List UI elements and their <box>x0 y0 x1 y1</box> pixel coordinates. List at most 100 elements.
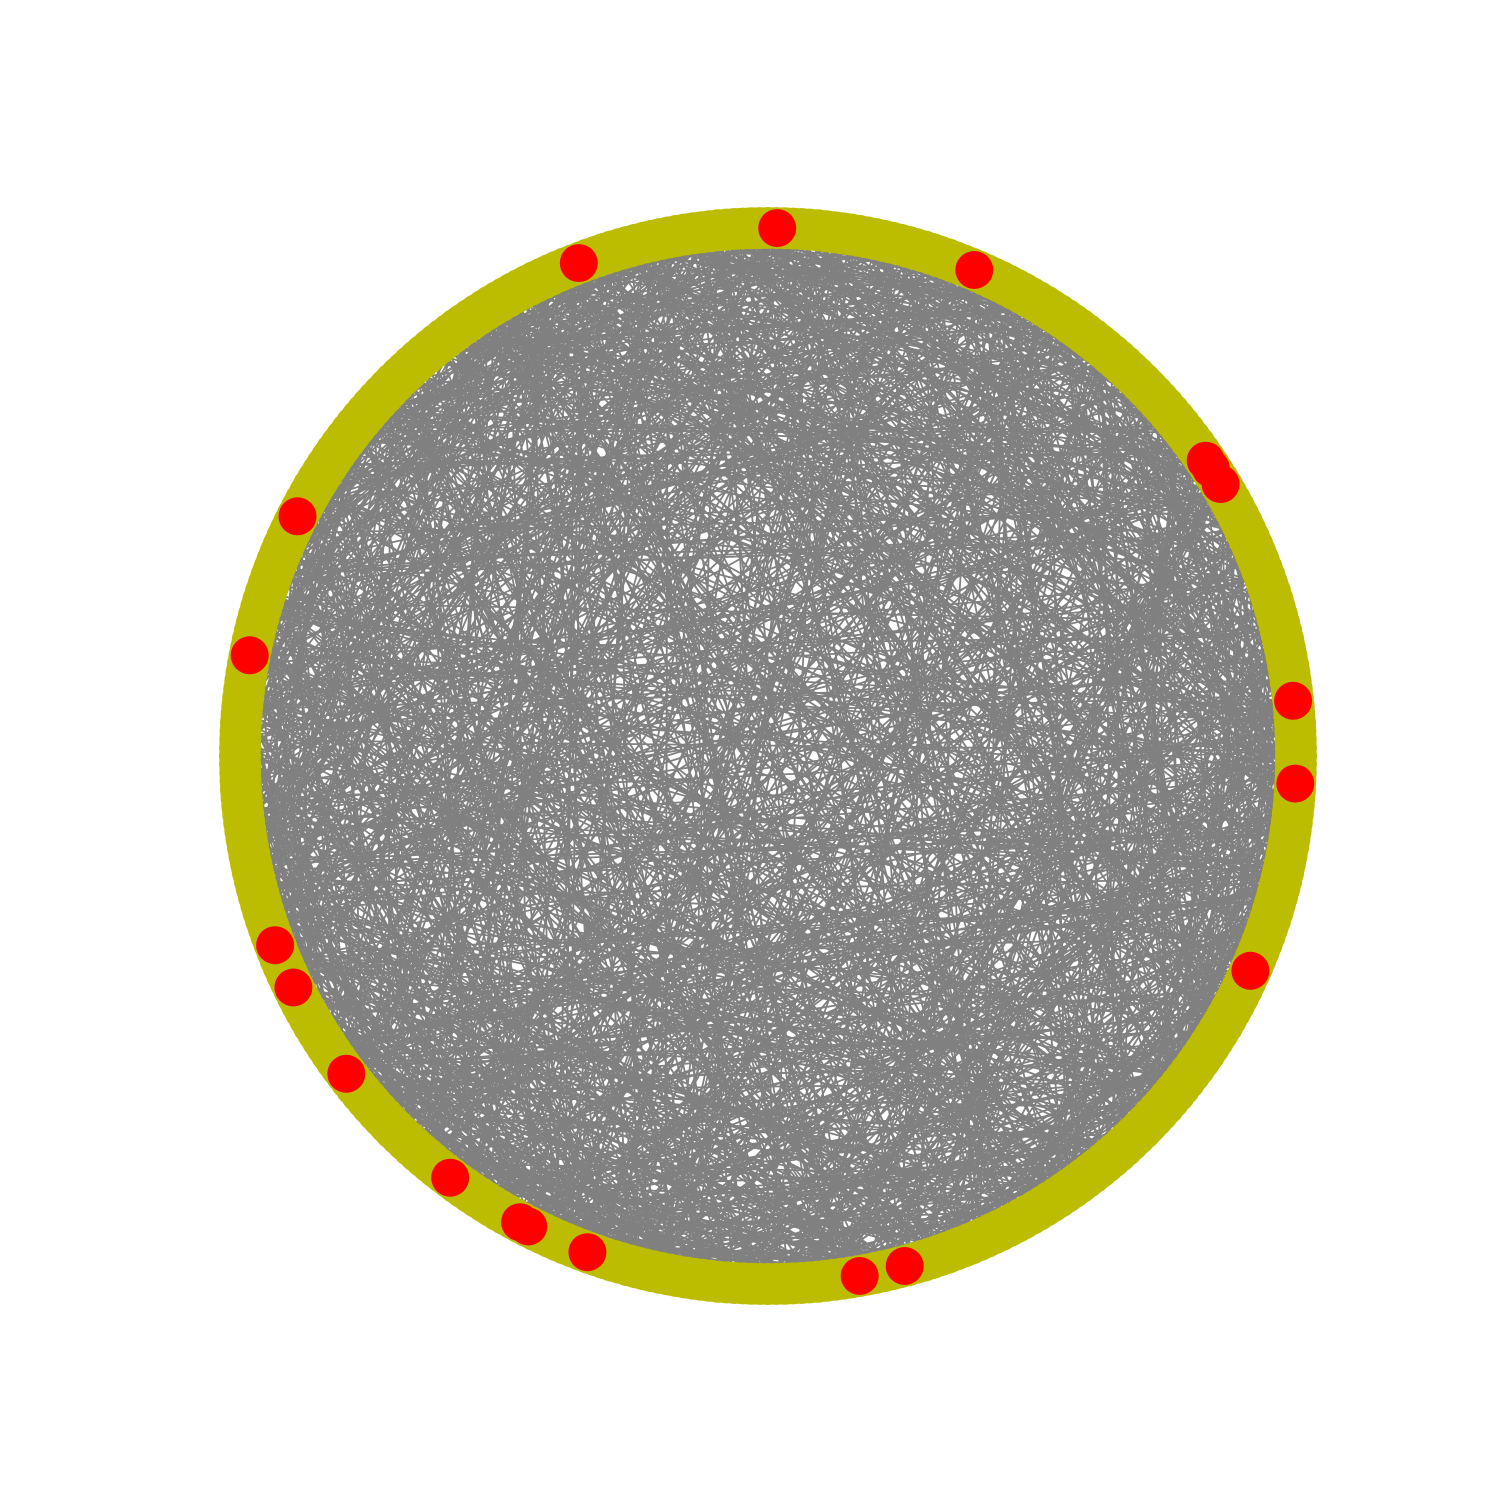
graph-edge <box>243 526 1244 699</box>
graph-edge <box>245 573 1265 836</box>
graph-edge <box>926 251 1260 563</box>
graph-edge <box>453 243 898 1182</box>
graph-edge <box>290 603 1275 984</box>
graph-edge <box>607 252 966 1247</box>
graph-edge <box>453 331 690 1279</box>
graph-edge <box>289 511 1237 535</box>
graph-edge <box>642 242 1046 1206</box>
graph-edge <box>769 1002 1236 1285</box>
graph-edge <box>248 227 758 853</box>
graph-edge <box>244 262 580 829</box>
graph-edge <box>769 231 827 1285</box>
graph-edge <box>636 760 1297 1269</box>
graph-edge <box>397 379 595 1255</box>
graph-edge <box>642 242 1060 317</box>
graph-edge <box>243 289 1018 825</box>
graph-edge <box>388 835 1291 1124</box>
graph-edge <box>253 636 1242 992</box>
graph-edge <box>352 428 1268 585</box>
graph-edge <box>259 609 937 1258</box>
graph-edge <box>405 370 1206 1054</box>
graph-edge <box>276 949 696 1280</box>
graph-edge <box>257 545 1254 894</box>
graph-edge <box>389 736 1297 1126</box>
graph-edge <box>772 227 1223 1027</box>
highlighted-nodes-layer <box>230 209 1315 1295</box>
graph-edge <box>249 276 546 859</box>
graph-edge <box>701 906 1275 1281</box>
graph-edge <box>417 360 476 1196</box>
graph-edge <box>398 377 1281 630</box>
graph-edge <box>359 1081 1184 1093</box>
graph-edge <box>256 727 1296 888</box>
graph-edge <box>254 247 626 882</box>
graph-edge <box>537 886 1280 1233</box>
graph-edge <box>1115 422 1179 1153</box>
graph-edge <box>633 244 1187 1080</box>
graph-edge <box>410 446 1197 1147</box>
highlighted-node <box>327 1054 366 1093</box>
graph-edge <box>336 234 685 1063</box>
graph-edge <box>628 1101 1167 1267</box>
graph-edge <box>594 357 1116 1256</box>
graph-edge <box>338 967 1252 1065</box>
graph-edge <box>336 809 1294 1062</box>
highlighted-node <box>278 497 317 536</box>
graph-edge <box>989 276 1113 1158</box>
graph-edge <box>240 230 826 726</box>
graph-edge <box>321 254 937 1040</box>
graph-edge <box>812 1069 1193 1283</box>
graph-edge <box>362 1011 1230 1095</box>
graph-edge <box>430 683 1292 1163</box>
graph-edge <box>250 646 365 1096</box>
graph-edge <box>333 267 970 457</box>
graph-edge <box>280 232 696 962</box>
graph-node <box>1274 726 1317 769</box>
graph-edge <box>511 1216 906 1267</box>
graph-edge <box>581 260 1275 908</box>
graph-edge <box>694 232 1177 1092</box>
graph-edge <box>287 534 358 1088</box>
graph-edge <box>596 567 1263 1257</box>
graph-edge <box>927 252 1275 909</box>
graph-edge <box>996 279 1237 1003</box>
graph-edge <box>258 524 1244 896</box>
graph-edge <box>831 478 1219 1281</box>
graph-edge <box>999 772 1297 1231</box>
graph-edge <box>1233 507 1276 905</box>
graph-edge <box>258 893 1151 1122</box>
graph-edge <box>259 333 452 900</box>
graph-edge <box>1091 338 1205 1055</box>
graph-edge <box>383 393 941 1256</box>
highlighted-node <box>274 968 313 1007</box>
graph-edge <box>241 749 1297 801</box>
highlighted-node <box>568 1233 607 1272</box>
graph-edge <box>569 266 632 1266</box>
graph-edge <box>353 227 781 1085</box>
graph-edge <box>674 949 1260 1277</box>
graph-edge <box>325 466 864 1276</box>
highlighted-node <box>955 251 994 289</box>
graph-edge <box>335 1059 904 1268</box>
highlighted-node <box>1276 764 1315 803</box>
graph-edge <box>492 304 1158 1114</box>
graph-edge <box>428 307 1048 353</box>
graph-edge <box>240 270 979 729</box>
graph-edge <box>1048 406 1165 1203</box>
graph-edge <box>272 376 1136 940</box>
graph-edge <box>631 1059 1200 1268</box>
graph-edge <box>340 670 1290 1067</box>
graph-edge <box>884 240 1272 919</box>
graph-edge <box>309 492 1294 808</box>
graph-edge <box>1028 503 1233 1216</box>
graph-edge <box>397 295 1029 381</box>
graph-edge <box>399 629 1282 1135</box>
graph-edge <box>254 629 919 1263</box>
graph-edge <box>430 349 790 1284</box>
highlighted-node <box>1274 681 1313 720</box>
graph-edge <box>942 257 1179 1089</box>
graph-edge <box>422 305 1046 1157</box>
graph-edge <box>377 399 1246 984</box>
graph-edge <box>253 634 520 1222</box>
graph-edge <box>258 622 1280 897</box>
